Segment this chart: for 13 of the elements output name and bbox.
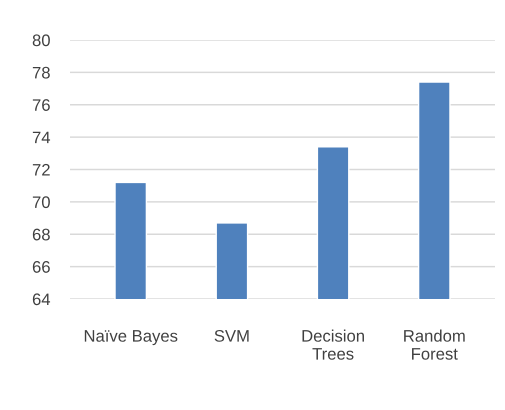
y-tick-label: 74 [32, 132, 50, 144]
x-tick-label: Random Forest [404, 330, 465, 360]
y-tick-label: 78 [32, 66, 50, 79]
y-tick-label: 76 [32, 99, 50, 111]
y-tick-label: 66 [32, 261, 50, 273]
y-tick-label: 70 [32, 196, 50, 208]
x-tick-label: SVM [214, 330, 249, 342]
y-tick-label: 64 [32, 293, 50, 306]
x-tick-label: Naïve Bayes [84, 330, 178, 346]
y-tick-label: 72 [32, 164, 50, 176]
y-tick-label: 80 [32, 34, 50, 46]
x-tick-label: Decision Trees [302, 330, 364, 360]
y-tick-label: 68 [32, 228, 50, 240]
